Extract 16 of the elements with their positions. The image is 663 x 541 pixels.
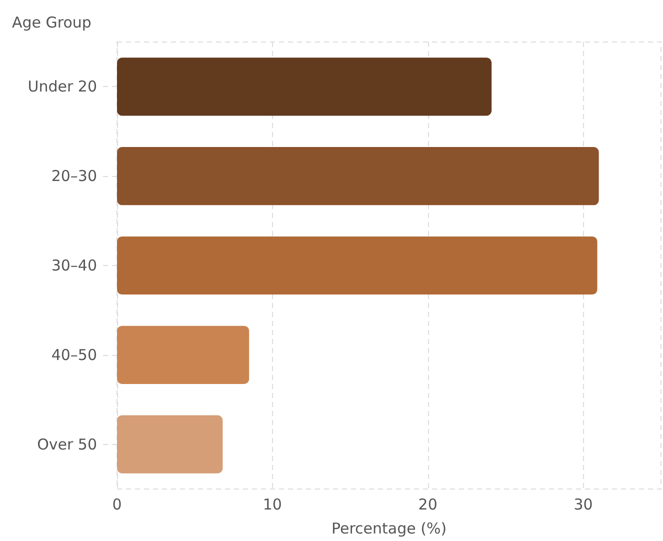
bar	[117, 236, 598, 295]
bar	[117, 415, 223, 474]
y-tick-label: Under 20	[28, 78, 97, 96]
y-tick-label: 40–50	[51, 346, 97, 364]
x-tick-label: 30	[574, 496, 593, 514]
y-axis-title: Age Group	[12, 14, 92, 32]
bar	[117, 326, 250, 384]
x-tick-label: 0	[112, 496, 122, 514]
y-tick-label: 30–40	[51, 256, 97, 274]
x-tick-label: 20	[418, 496, 438, 514]
y-tick-label: Over 50	[37, 435, 97, 454]
y-tick-label: 20–30	[51, 167, 97, 186]
x-axis-title: Percentage (%)	[331, 520, 447, 538]
bar	[117, 147, 599, 206]
x-tick-label: 10	[262, 496, 282, 514]
bar	[117, 58, 492, 116]
